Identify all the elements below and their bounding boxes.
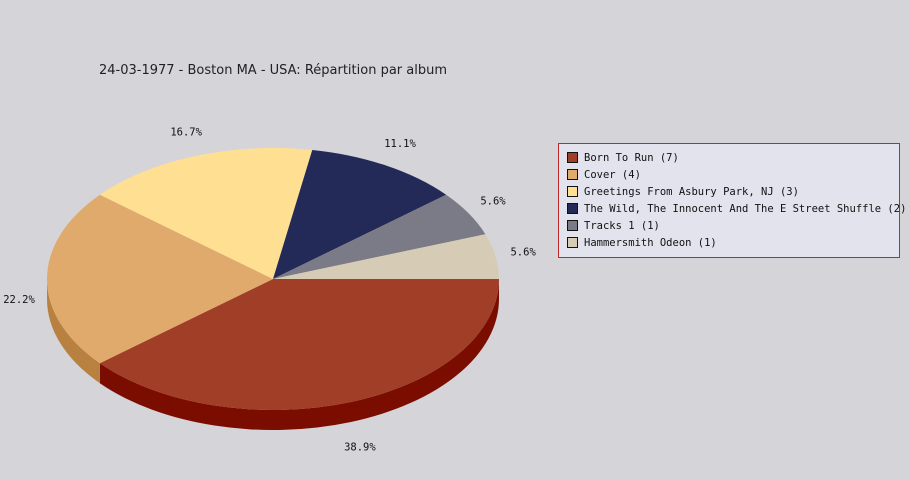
pie-side-1 xyxy=(47,279,100,384)
legend-label-5: Hammersmith Odeon (1) xyxy=(584,237,717,249)
legend-swatch-1 xyxy=(567,169,578,180)
pie-slice-0 xyxy=(99,279,499,410)
legend-label-0: Born To Run (7) xyxy=(584,152,679,164)
pie-label-3: 11.1% xyxy=(384,138,416,150)
pie-label-5: 5.6% xyxy=(510,247,536,259)
legend-swatch-3 xyxy=(567,203,578,214)
legend-box xyxy=(558,143,900,258)
pie-slice-5 xyxy=(273,234,499,279)
pie-slice-3 xyxy=(273,149,447,279)
pie-slice-1 xyxy=(47,194,274,364)
legend: Born To Run (7) Cover (4) Greetings From A… xyxy=(558,143,906,258)
pie-label-0: 38.9% xyxy=(344,442,376,454)
legend-swatch-0 xyxy=(567,152,578,163)
pie-slice-4 xyxy=(273,194,486,279)
pie-slice-2 xyxy=(99,148,313,279)
legend-label-1: Cover (4) xyxy=(584,169,641,181)
pie-label-1: 22.2% xyxy=(3,294,35,306)
legend-swatch-2 xyxy=(567,186,578,197)
legend-swatch-4 xyxy=(567,220,578,231)
legend-swatch-5 xyxy=(567,237,578,248)
legend-label-4: Tracks 1 (1) xyxy=(584,220,660,232)
pie-group: 38.9% 22.2% 16.7% 11.1% 5.6% 5.6% xyxy=(3,126,536,453)
pie-label-2: 16.7% xyxy=(170,126,202,138)
legend-label-2: Greetings From Asbury Park, NJ (3) xyxy=(584,186,799,198)
chart-title: 24-03-1977 - Boston MA - USA: Répartitio… xyxy=(99,63,447,78)
pie-side-0 xyxy=(99,279,499,430)
pie-label-4: 5.6% xyxy=(480,196,506,208)
legend-label-3: The Wild, The Innocent And The E Street … xyxy=(584,203,906,215)
